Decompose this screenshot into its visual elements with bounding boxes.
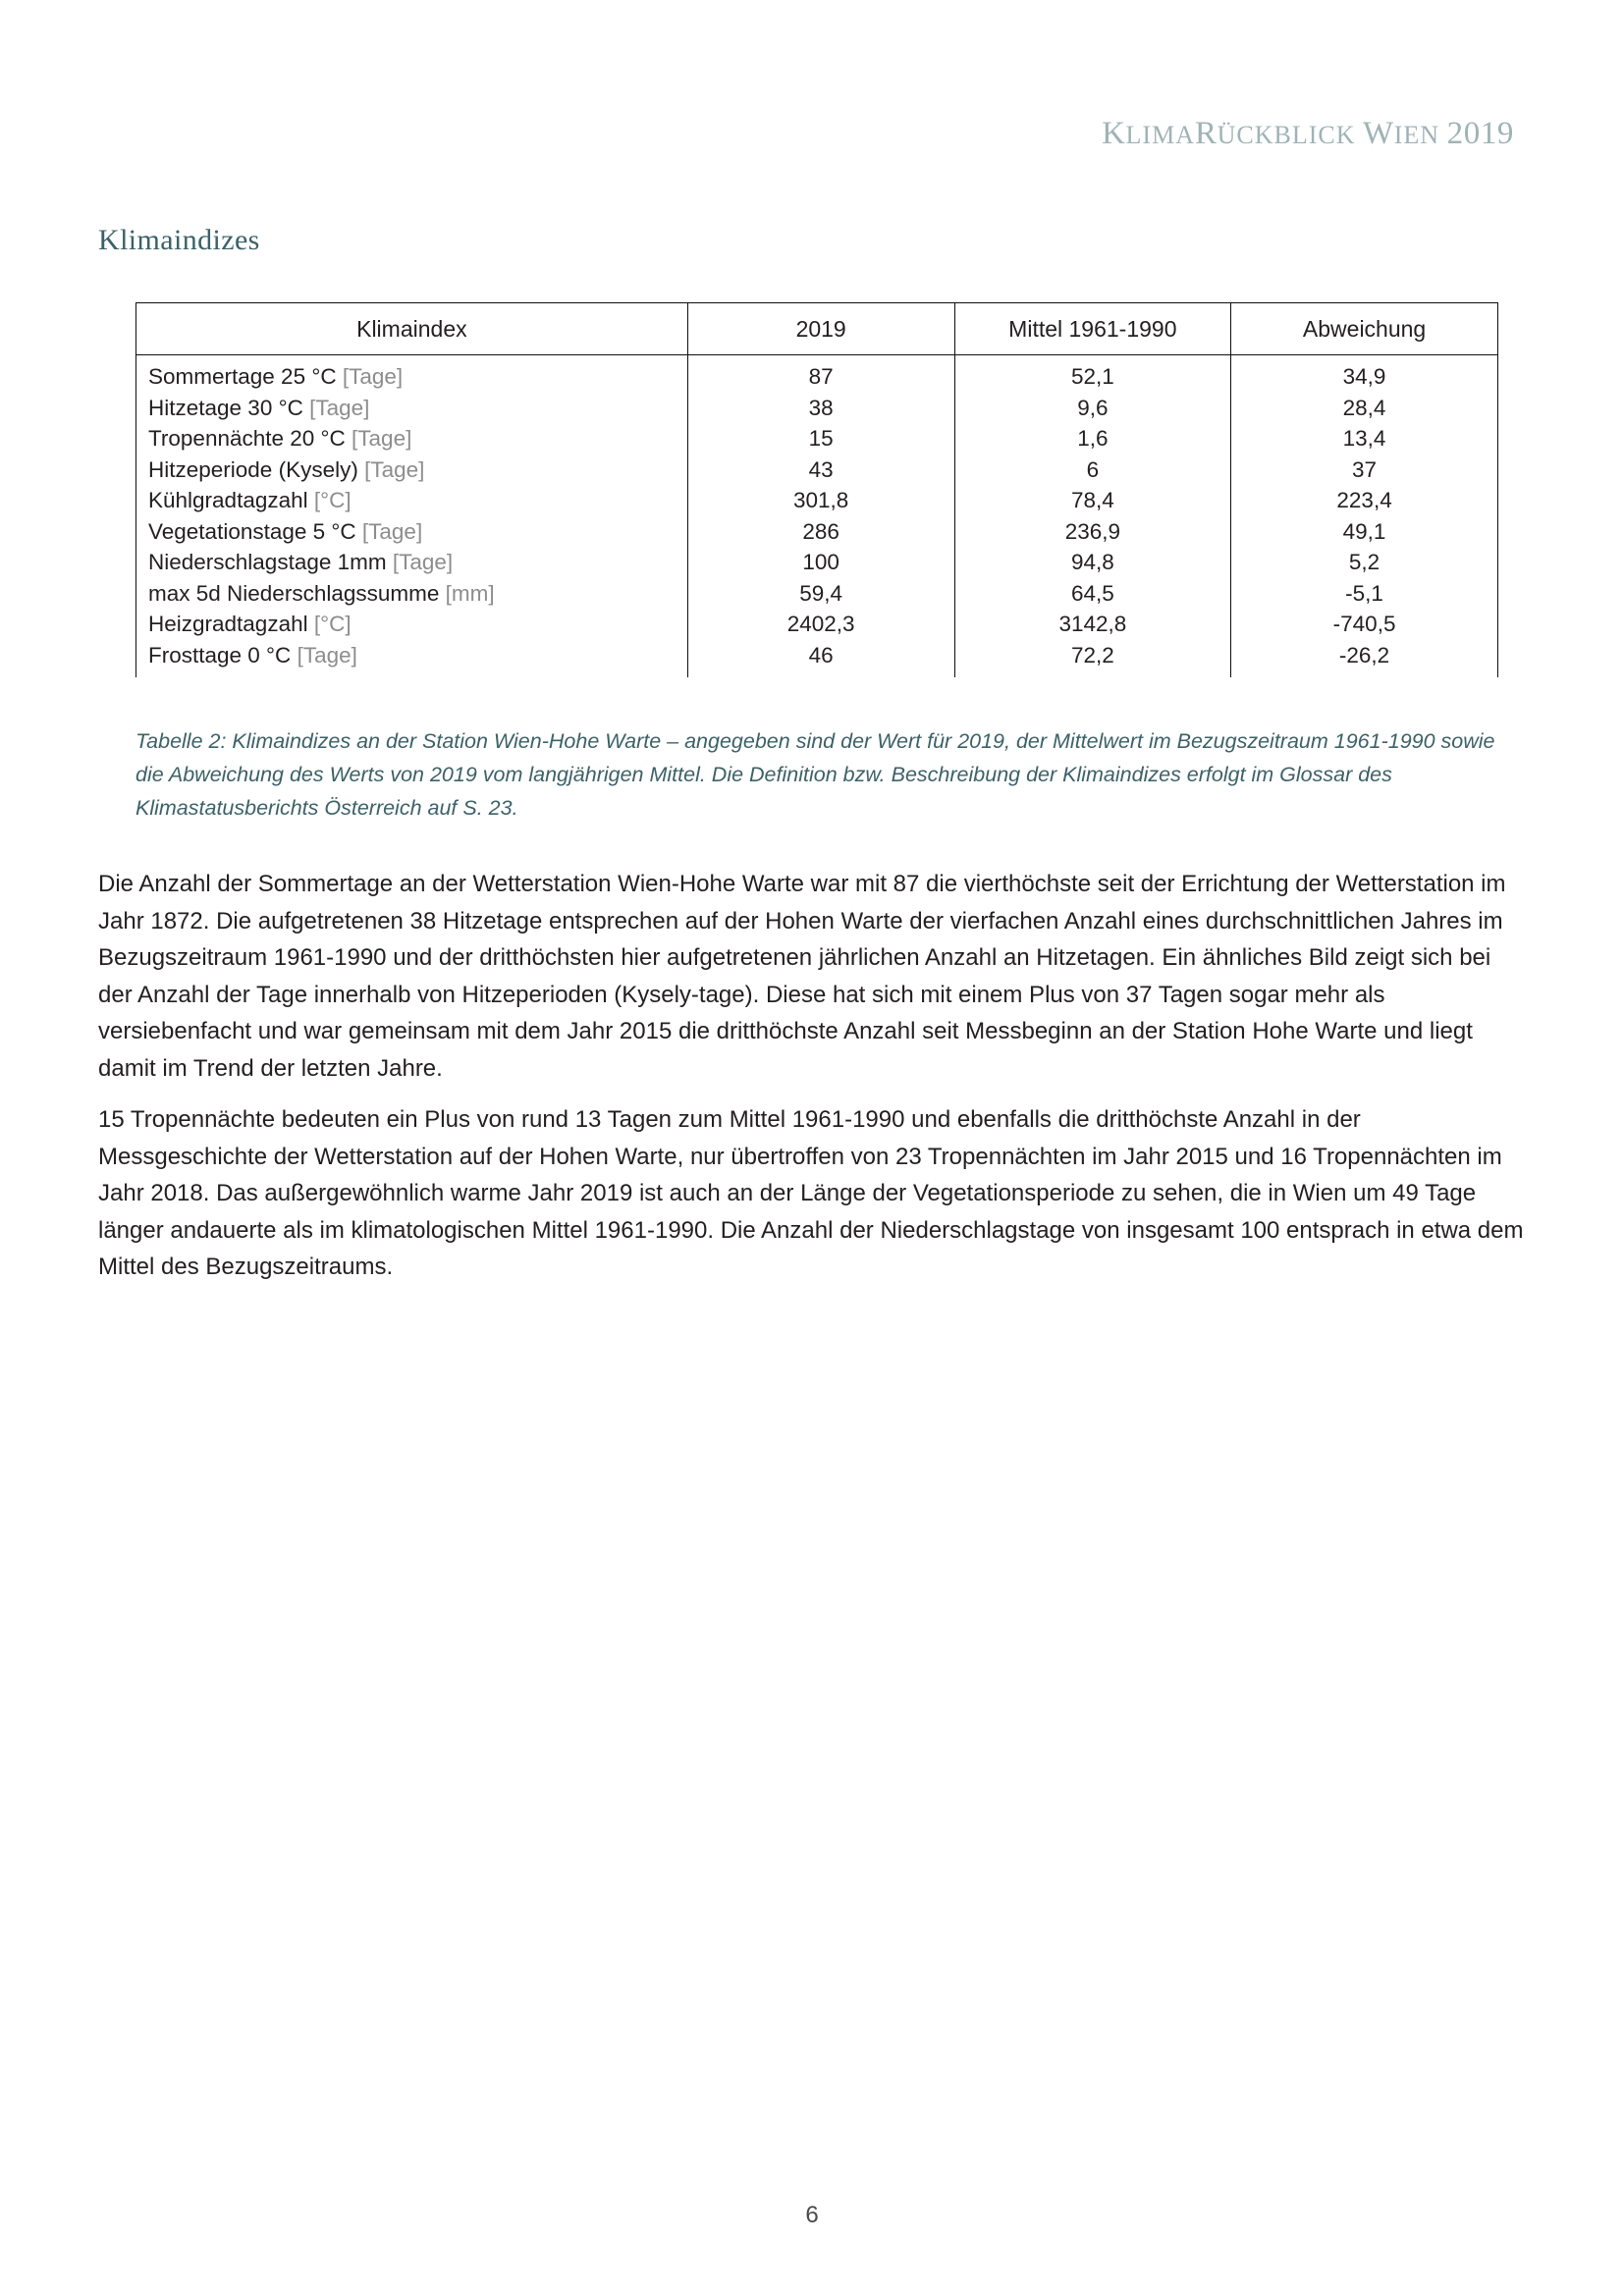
table-row: Hitzeperiode (Kysely) [Tage] 43 6 37 (135, 454, 1498, 485)
column-header-mittel: Mittel 1961-1990 (953, 302, 1232, 355)
body-paragraph-2: 15 Tropennächte bedeuten ein Plus von ru… (98, 1106, 1524, 1280)
klimaindex-unit: [Tage] (352, 426, 412, 451)
table-header: Klimaindex 2019 Mittel 1961-1990 Abweich… (135, 302, 1498, 355)
cell-value-mittel: 1,6 (953, 423, 1232, 454)
cell-value-mittel: 94,8 (953, 547, 1232, 578)
klimaindex-unit: [°C] (313, 488, 352, 512)
cell-value-abweichung: 28,4 (1230, 392, 1498, 423)
cell-klimaindex: Frosttage 0 °C [Tage] (135, 639, 688, 677)
column-header-abweichung: Abweichung (1230, 302, 1498, 355)
section-heading: Klimaindizes (98, 224, 260, 256)
cell-klimaindex: max 5d Niederschlagssumme [mm] (135, 577, 688, 609)
klimaindex-unit: [Tage] (392, 550, 454, 574)
table-caption: Tabelle 2: Klimaindizes an der Station W… (135, 729, 1495, 820)
klimaindex-label: Kühlgradtagzahl (148, 488, 314, 512)
cell-klimaindex: Niederschlagstage 1mm [Tage] (135, 547, 688, 578)
cell-klimaindex: Hitzetage 30 °C [Tage] (135, 392, 688, 423)
klimaindex-label: Niederschlagstage 1mm (148, 550, 393, 574)
running-header-lima: LIMA (1125, 121, 1195, 149)
running-header: KLIMARÜCKBLICK WIEN 2019 (1102, 116, 1514, 152)
table-row: Sommertage 25 °C [Tage] 87 52,1 34,9 (135, 354, 1498, 393)
cell-value-2019: 2402,3 (686, 609, 955, 640)
klimaindex-unit: [Tage] (364, 456, 425, 482)
cell-klimaindex: Hitzeperiode (Kysely) [Tage] (135, 454, 688, 485)
klimaindizes-table-wrapper: Klimaindex 2019 Mittel 1961-1990 Abweich… (135, 302, 1498, 677)
klimaindex-label: Sommertage 25 °C (148, 364, 343, 389)
table-header-row: Klimaindex 2019 Mittel 1961-1990 Abweich… (135, 302, 1498, 355)
cell-value-abweichung: 49,1 (1230, 515, 1498, 547)
running-header-ueckblick: ÜCKBLICK (1217, 121, 1364, 149)
cell-value-mittel: 6 (953, 454, 1232, 485)
cell-value-mittel: 78,4 (953, 485, 1232, 516)
cell-klimaindex: Kühlgradtagzahl [°C] (135, 485, 688, 516)
cell-value-abweichung: -5,1 (1230, 577, 1498, 609)
cell-value-mittel: 72,2 (953, 639, 1232, 677)
running-header-ien: IEN (1393, 121, 1447, 149)
cell-value-2019: 100 (686, 547, 955, 578)
cell-value-abweichung: -740,5 (1230, 609, 1498, 640)
cell-value-2019: 59,4 (686, 577, 955, 609)
table-row: Heizgradtagzahl [°C] 2402,3 3142,8 -740,5 (135, 609, 1498, 640)
cell-value-abweichung: 223,4 (1230, 485, 1498, 516)
running-header-w: W (1363, 116, 1394, 151)
cell-value-2019: 301,8 (686, 485, 955, 516)
table-row: max 5d Niederschlagssumme [mm] 59,4 64,5 -5… (135, 577, 1498, 609)
cell-value-mittel: 52,1 (953, 354, 1232, 393)
table-body: Sommertage 25 °C [Tage] 87 52,1 34,9 Hitzeta… (135, 354, 1498, 677)
page-number: 6 (805, 2202, 819, 2228)
klimaindex-unit: [mm] (445, 580, 495, 606)
table-row: Tropennächte 20 °C [Tage] 15 1,6 13,4 (135, 423, 1498, 454)
table-row: Hitzetage 30 °C [Tage] 38 9,6 28,4 (135, 392, 1498, 423)
klimaindex-label: Tropennächte 20 °C (148, 426, 352, 451)
klimaindex-unit: [Tage] (361, 518, 423, 544)
klimaindex-label: Frosttage 0 °C (148, 642, 298, 667)
table-row: Kühlgradtagzahl [°C] 301,8 78,4 223,4 (135, 485, 1498, 516)
klimaindex-label: Hitzeperiode (Kysely) (148, 456, 365, 482)
column-header-2019: 2019 (686, 302, 955, 355)
table-row: Frosttage 0 °C [Tage] 46 72,2 -26,2 (135, 639, 1498, 677)
cell-value-abweichung: 5,2 (1230, 547, 1498, 578)
cell-value-mittel: 64,5 (953, 577, 1232, 609)
running-header-year: 2019 (1446, 116, 1514, 151)
klimaindex-label: Hitzetage 30 °C (148, 395, 310, 420)
klimaindex-label: Heizgradtagzahl (148, 612, 314, 636)
cell-klimaindex: Heizgradtagzahl [°C] (135, 609, 688, 640)
cell-value-abweichung: -26,2 (1230, 639, 1498, 677)
cell-klimaindex: Tropennächte 20 °C [Tage] (135, 423, 688, 454)
running-header-r: R (1194, 116, 1218, 151)
running-header-k: K (1102, 116, 1126, 151)
klimaindex-label: max 5d Niederschlagssumme (148, 580, 446, 606)
cell-value-abweichung: 34,9 (1230, 354, 1498, 393)
cell-value-2019: 286 (686, 515, 955, 547)
cell-value-mittel: 236,9 (953, 515, 1232, 547)
klimaindex-label: Vegetationstage 5 °C (148, 518, 362, 544)
table-row: Vegetationstage 5 °C [Tage] 286 236,9 49,1 (135, 515, 1498, 547)
cell-value-abweichung: 37 (1230, 454, 1498, 485)
cell-klimaindex: Sommertage 25 °C [Tage] (135, 354, 688, 393)
column-header-klimaindex: Klimaindex (135, 302, 688, 355)
cell-value-mittel: 9,6 (953, 392, 1232, 423)
cell-value-2019: 43 (686, 454, 955, 485)
cell-value-2019: 15 (686, 423, 955, 454)
cell-value-2019: 87 (686, 354, 955, 393)
klimaindex-unit: [Tage] (309, 395, 370, 420)
cell-value-2019: 38 (686, 392, 955, 423)
table-row: Niederschlagstage 1mm [Tage] 100 94,8 5,2 (135, 547, 1498, 578)
klimaindex-unit: [Tage] (342, 364, 404, 389)
klimaindex-unit: [°C] (313, 612, 352, 636)
klimaindizes-table: Klimaindex 2019 Mittel 1961-1990 Abweich… (135, 302, 1498, 677)
klimaindex-unit: [Tage] (297, 642, 357, 667)
cell-klimaindex: Vegetationstage 5 °C [Tage] (135, 515, 688, 547)
body-paragraph-1: Die Anzahl der Sommertage an der Wetters… (98, 871, 1506, 1082)
cell-value-abweichung: 13,4 (1230, 423, 1498, 454)
cell-value-mittel: 3142,8 (953, 609, 1232, 640)
cell-value-2019: 46 (686, 639, 955, 677)
